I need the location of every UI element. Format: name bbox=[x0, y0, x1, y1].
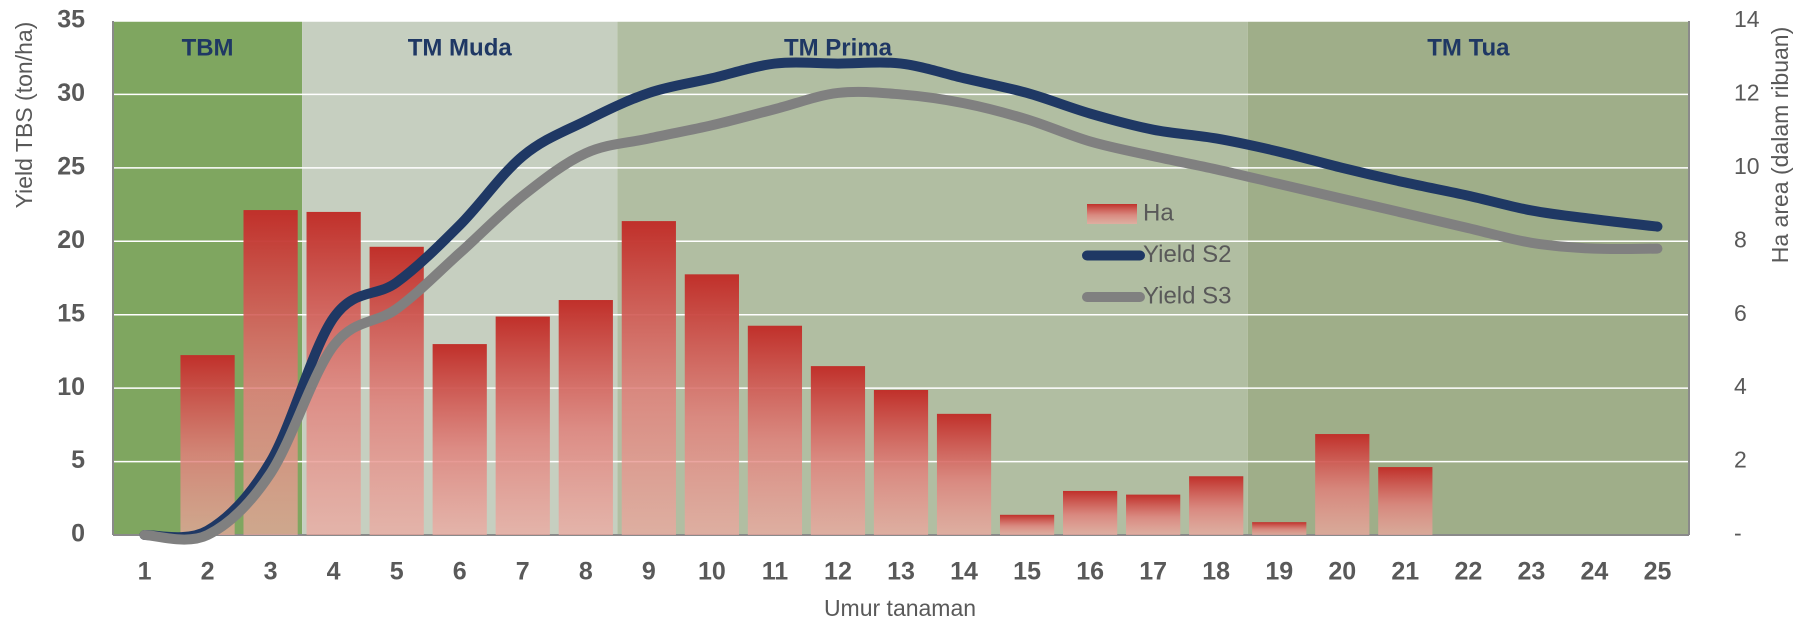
x-tick-label: 25 bbox=[1644, 558, 1672, 586]
legend-label: Ha bbox=[1143, 199, 1174, 226]
bar bbox=[558, 300, 613, 535]
y-tick-label: 10 bbox=[57, 373, 85, 401]
x-tick-label: 11 bbox=[762, 558, 789, 586]
bar bbox=[1189, 476, 1244, 535]
bar bbox=[621, 221, 676, 536]
x-tick-label: 13 bbox=[887, 558, 915, 586]
x-tick-label: 6 bbox=[453, 558, 467, 586]
x-tick-label: 4 bbox=[327, 558, 341, 586]
bar bbox=[1252, 522, 1307, 535]
y-tick-label: 20 bbox=[57, 226, 85, 254]
y2-tick-label: 12 bbox=[1734, 80, 1760, 106]
x-tick-label: 15 bbox=[1013, 558, 1041, 586]
y2-tick-label: 4 bbox=[1734, 373, 1747, 399]
x-tick-label: 22 bbox=[1454, 558, 1482, 586]
y2-tick-label: - bbox=[1734, 520, 1742, 546]
bar bbox=[1378, 467, 1433, 535]
legend-swatch bbox=[1087, 204, 1137, 224]
bar bbox=[873, 389, 929, 535]
y-tick-label: 35 bbox=[57, 6, 85, 34]
y-tick-label: 0 bbox=[71, 520, 85, 548]
line bbox=[139, 86, 1663, 545]
y-tick-label: 25 bbox=[57, 152, 85, 180]
x-tick-label: 12 bbox=[824, 558, 852, 586]
y2-axis-title: Ha area (dalam ribuan) bbox=[1767, 27, 1793, 264]
bar bbox=[999, 514, 1055, 535]
x-axis-title: Umur tanaman bbox=[824, 595, 976, 621]
y2-tick-label: 8 bbox=[1734, 226, 1747, 252]
x-tick-label: 2 bbox=[201, 558, 215, 586]
bar bbox=[1315, 434, 1370, 535]
x-tick-label: 17 bbox=[1139, 558, 1167, 586]
bar bbox=[495, 316, 550, 535]
y-axis-title: Yield TBS (ton/ha) bbox=[11, 22, 37, 209]
x-tick-label: 3 bbox=[264, 558, 278, 586]
x-tick-label: 18 bbox=[1202, 558, 1230, 586]
y-tick-label: 30 bbox=[57, 79, 85, 107]
x-tick-label: 14 bbox=[950, 558, 978, 586]
y2-tick-label: 2 bbox=[1734, 447, 1747, 473]
x-tick-label: 9 bbox=[642, 558, 656, 586]
bar bbox=[810, 366, 866, 535]
phase-band bbox=[1247, 21, 1689, 535]
bar bbox=[684, 274, 739, 535]
bar bbox=[747, 325, 803, 535]
phase-label: TM Tua bbox=[1427, 34, 1510, 61]
phase-label: TM Muda bbox=[408, 34, 513, 61]
y2-tick-label: 6 bbox=[1734, 300, 1747, 326]
phase-label: TBM bbox=[182, 34, 234, 61]
phase-label: TM Prima bbox=[784, 34, 893, 61]
legend-label: Yield S3 bbox=[1143, 282, 1232, 309]
x-tick-label: 20 bbox=[1328, 558, 1356, 586]
y2-tick-label: 14 bbox=[1734, 6, 1760, 32]
x-tick-label: 8 bbox=[579, 558, 593, 586]
x-tick-label: 1 bbox=[138, 558, 152, 586]
x-tick-label: 7 bbox=[516, 558, 530, 586]
x-tick-label: 24 bbox=[1581, 558, 1609, 586]
line bbox=[139, 57, 1663, 543]
y-tick-label: 5 bbox=[71, 446, 85, 474]
bar bbox=[1063, 490, 1118, 535]
x-tick-label: 23 bbox=[1517, 558, 1545, 586]
bar bbox=[1126, 494, 1181, 535]
x-tick-label: 16 bbox=[1076, 558, 1104, 586]
bar bbox=[432, 344, 487, 535]
x-tick-label: 5 bbox=[390, 558, 404, 586]
x-tick-label: 19 bbox=[1265, 558, 1293, 586]
y-tick-label: 15 bbox=[57, 299, 85, 327]
y2-tick-label: 10 bbox=[1734, 153, 1760, 179]
bar bbox=[936, 413, 992, 535]
legend-label: Yield S2 bbox=[1143, 241, 1232, 268]
x-tick-label: 21 bbox=[1391, 558, 1419, 586]
bar bbox=[180, 355, 235, 535]
x-tick-label: 10 bbox=[698, 558, 726, 586]
